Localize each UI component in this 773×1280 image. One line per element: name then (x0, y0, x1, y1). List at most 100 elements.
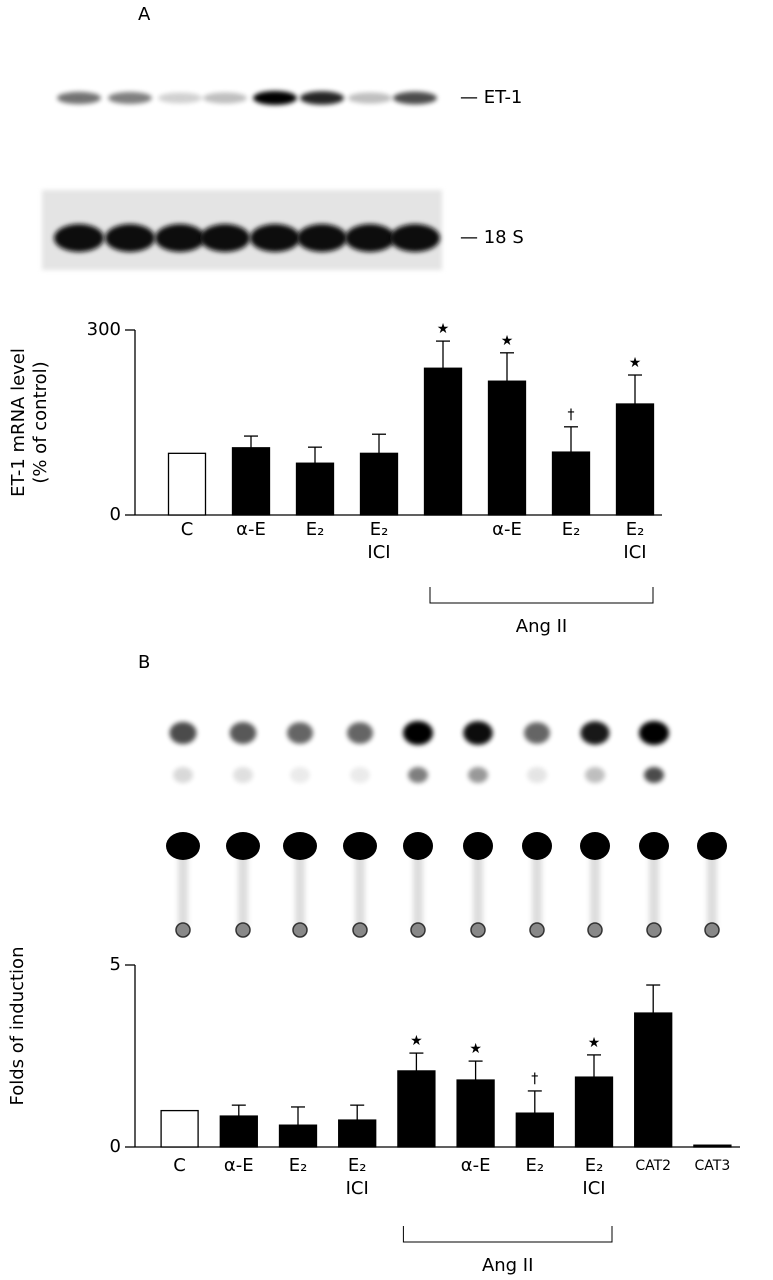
x-tick-label: C (173, 1155, 186, 1176)
streak (707, 850, 717, 928)
spot (403, 832, 433, 860)
spot (463, 832, 493, 860)
blot-label: — 18 S (460, 227, 524, 248)
origin-spot (352, 922, 368, 938)
y-tick-label: 0 (110, 1136, 121, 1157)
spot (403, 721, 433, 745)
blot-band (250, 224, 300, 252)
x-tick-label: CAT2 (635, 1158, 671, 1174)
origin-spot (529, 922, 545, 938)
spot (468, 767, 488, 783)
bar (231, 447, 271, 516)
bar (278, 1124, 318, 1148)
y-axis-label: (% of control) (30, 361, 51, 483)
x-tick-label: ICI (346, 1178, 369, 1199)
streak (590, 850, 600, 928)
blot-b (166, 721, 727, 938)
bar (693, 1144, 732, 1148)
significance-marker: ★ (629, 355, 642, 371)
y-tick-label: 300 (87, 319, 121, 340)
x-tick-label: α-E (461, 1155, 491, 1176)
streak (178, 850, 188, 928)
origin-spot (587, 922, 603, 938)
bar (634, 1012, 673, 1148)
y-axis-label: Folds of induction (7, 947, 28, 1106)
blot-band (203, 92, 247, 104)
x-tick-label: ICI (623, 542, 646, 563)
blot-band (54, 224, 104, 252)
spot (522, 832, 552, 860)
blot-band (57, 91, 101, 105)
spot (524, 722, 550, 744)
streak (295, 850, 305, 928)
spot (173, 767, 193, 783)
spot (697, 832, 727, 860)
blot-band (300, 91, 344, 105)
origin-spot (470, 922, 486, 938)
blot-band (155, 224, 205, 252)
x-tick-label: α-E (224, 1155, 254, 1176)
spot (233, 767, 253, 783)
bar (456, 1079, 495, 1148)
origin-spot (646, 922, 662, 938)
x-tick-label: E₂ (306, 519, 325, 540)
spot (408, 767, 428, 783)
origin-spot (235, 922, 251, 938)
bar (160, 1109, 199, 1148)
spot (350, 767, 370, 783)
bar (219, 1115, 258, 1148)
origin-spot (175, 922, 191, 938)
y-axis-label: ET-1 mRNA level (8, 348, 29, 497)
x-tick-label: α-E (492, 519, 522, 540)
streak (649, 850, 659, 928)
spot (290, 767, 310, 783)
bar (167, 452, 207, 516)
bar (574, 1076, 614, 1148)
x-tick-label: α-E (236, 519, 266, 540)
origin-spot (704, 922, 720, 938)
spot (283, 832, 317, 860)
spot (580, 832, 610, 860)
streak (413, 850, 423, 928)
blot-label: — ET-1 (460, 87, 522, 108)
streak (238, 850, 248, 928)
spot (226, 832, 260, 860)
spot (527, 767, 547, 783)
blot-band (200, 224, 250, 252)
x-tick-label: E₂ (585, 1155, 604, 1176)
spot (639, 832, 669, 860)
blot-band (158, 92, 202, 104)
bar (423, 367, 463, 516)
spot (585, 767, 605, 783)
x-tick-label: CAT3 (695, 1158, 731, 1174)
blot-band (253, 91, 297, 105)
bar (338, 1119, 377, 1148)
streak (473, 850, 483, 928)
significance-marker: ★ (469, 1041, 482, 1057)
blot-band (390, 224, 440, 252)
streak (532, 850, 542, 928)
significance-marker: † (531, 1071, 538, 1087)
spot (644, 767, 664, 783)
x-tick-label: E₂ (289, 1155, 308, 1176)
x-tick-label: C (181, 519, 194, 540)
origin-spot (410, 922, 426, 938)
spot (580, 721, 610, 745)
group-label: Ang II (516, 616, 568, 637)
x-tick-label: E₂ (526, 1155, 545, 1176)
origin-spot (292, 922, 308, 938)
y-tick-label: 5 (110, 954, 121, 975)
significance-marker: ★ (410, 1033, 423, 1049)
bar (515, 1112, 554, 1148)
significance-marker: ★ (501, 333, 514, 349)
x-tick-label: E₂ (562, 519, 581, 540)
bar (295, 462, 335, 516)
x-tick-label: ICI (582, 1178, 605, 1199)
group-bracket (402, 1226, 613, 1243)
spot (639, 721, 669, 745)
group-label: Ang II (482, 1255, 534, 1276)
spot (347, 722, 373, 744)
blot-band (297, 224, 347, 252)
